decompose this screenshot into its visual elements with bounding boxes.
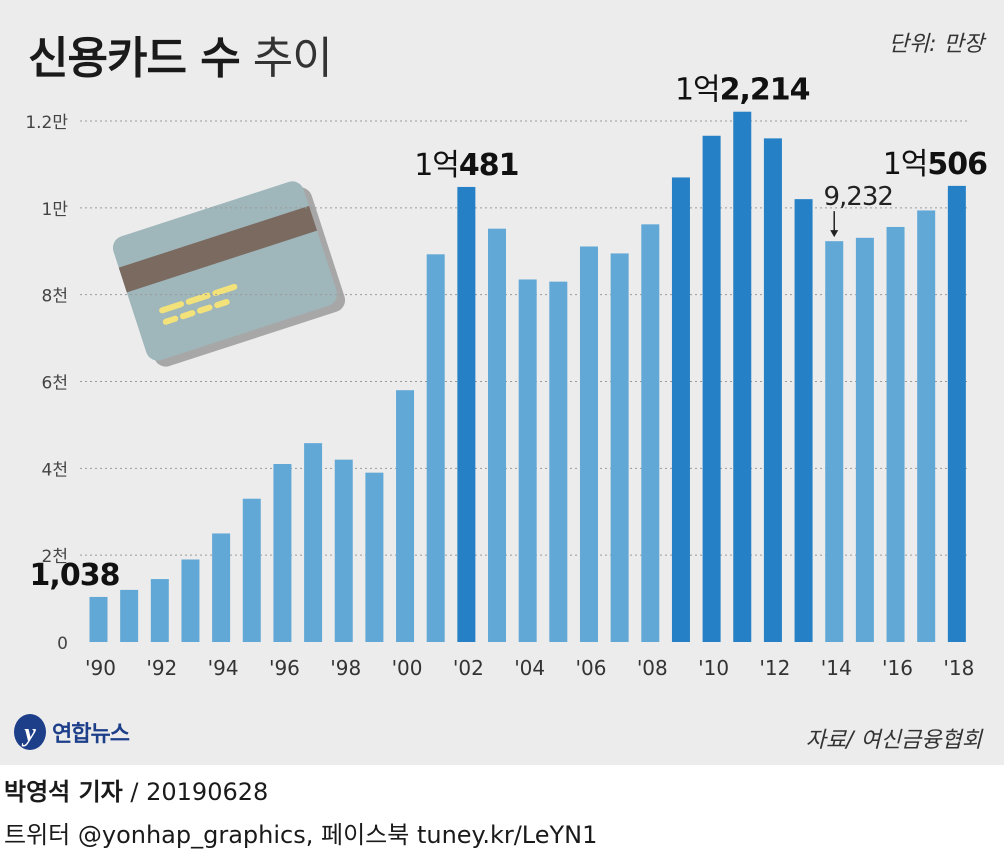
y-axis: 0 2천 4천 6천 8천 1만 1.2만: [25, 113, 68, 654]
x-tick-label: '98: [330, 656, 361, 680]
x-tick-label: '04: [514, 656, 545, 680]
bar-2011: [733, 111, 752, 642]
x-axis: '90 '92 '94 '96 '98 '00 '02 '04 '06 '08 '10 '12 '14 '…: [85, 656, 974, 680]
bar-2002: [457, 186, 476, 642]
x-tick-label: '08: [637, 656, 668, 680]
bar-1992: [150, 579, 169, 642]
x-tick-label: '12: [759, 656, 790, 680]
publish-date: / 20190628: [130, 778, 269, 806]
credit-line: 박영석 기자 / 20190628: [4, 772, 268, 807]
y-tick-label: 8천: [42, 287, 68, 307]
y-tick-label: 2천: [42, 547, 68, 567]
yonhap-logo: y 연합뉴스: [12, 712, 130, 752]
annotation-prefix: 1억: [675, 73, 720, 108]
bar-2004: [518, 279, 537, 642]
x-tick-label: '00: [392, 656, 423, 680]
unit-label: 단위: 만장: [888, 32, 984, 57]
x-tick-label: '92: [146, 656, 177, 680]
reporter: 박영석 기자: [4, 778, 123, 806]
y-tick-label: 0: [57, 634, 68, 654]
source-label: 자료/ 여신금융협회: [805, 728, 982, 753]
y-tick-label: 4천: [42, 460, 68, 480]
annotation-arrow-head: [830, 230, 839, 238]
bar-1996: [273, 463, 292, 642]
annotation-prefix: 1억: [883, 147, 928, 182]
title-light: 추이: [252, 33, 333, 84]
x-tick-label: '18: [943, 656, 974, 680]
bar-2005: [549, 281, 568, 642]
annotation-value: 2,214: [720, 73, 810, 108]
bar-1993: [181, 559, 200, 642]
annotation-label: 1억506: [883, 147, 987, 182]
bar-1990: [89, 596, 108, 642]
bar-2014: [825, 241, 844, 642]
title-bold: 신용카드 수: [28, 33, 241, 84]
bar-2018: [947, 185, 966, 642]
x-tick-label: '94: [208, 656, 239, 680]
x-tick-label: '90: [85, 656, 116, 680]
credit-card-icon: [112, 181, 346, 367]
annotation-value: 1,038: [30, 558, 120, 593]
chart-title: 신용카드 수 추이: [28, 22, 333, 86]
logo-icon: y: [14, 714, 46, 750]
bar-1995: [242, 498, 261, 642]
x-tick-label: '02: [453, 656, 484, 680]
bar-2017: [917, 210, 936, 642]
bar-1998: [334, 459, 353, 642]
y-tick-label: 1만: [42, 200, 69, 220]
x-tick-label: '10: [698, 656, 729, 680]
x-tick-label: '14: [821, 656, 852, 680]
x-tick-label: '96: [269, 656, 300, 680]
bar-1997: [304, 443, 323, 642]
bars: [89, 111, 966, 643]
bar-2008: [641, 224, 660, 642]
x-tick-label: '06: [576, 656, 607, 680]
annotation-value: 506: [927, 147, 987, 182]
y-tick-label: 1.2만: [25, 113, 68, 133]
bar-1994: [212, 533, 231, 642]
annotation-label: 9,232: [824, 182, 893, 212]
social-line: 트위터 @yonhap_graphics, 페이스북 tuney.kr/LeYN…: [4, 821, 598, 849]
bar-chart: 0 2천 4천 6천 8천 1만 1.2만 '90 '92 '94 '96 '98 '00 '02 '04…: [25, 73, 989, 680]
bar-1991: [120, 589, 139, 642]
bar-1999: [365, 472, 384, 642]
annotation-value: 481: [459, 148, 519, 183]
annotation-prefix: 1억: [414, 148, 459, 183]
bar-2016: [886, 226, 905, 643]
logo-text: 연합뉴스: [52, 722, 130, 747]
bar-2015: [855, 237, 874, 642]
annotation-label: 1억2,214: [675, 73, 810, 108]
bar-2009: [671, 177, 690, 643]
bar-2001: [426, 254, 445, 642]
bar-2006: [579, 246, 598, 642]
bar-2012: [763, 138, 782, 642]
annotation-label: 1,038: [30, 558, 120, 593]
bar-2000: [396, 390, 415, 642]
x-tick-label: '16: [882, 656, 913, 680]
bar-2003: [488, 228, 507, 642]
bar-2010: [702, 135, 721, 643]
annotation-label: 1억481: [414, 148, 518, 183]
bar-2013: [794, 199, 813, 642]
y-tick-label: 6천: [42, 374, 68, 394]
bar-2007: [610, 253, 629, 642]
svg-text:y: y: [21, 718, 36, 747]
